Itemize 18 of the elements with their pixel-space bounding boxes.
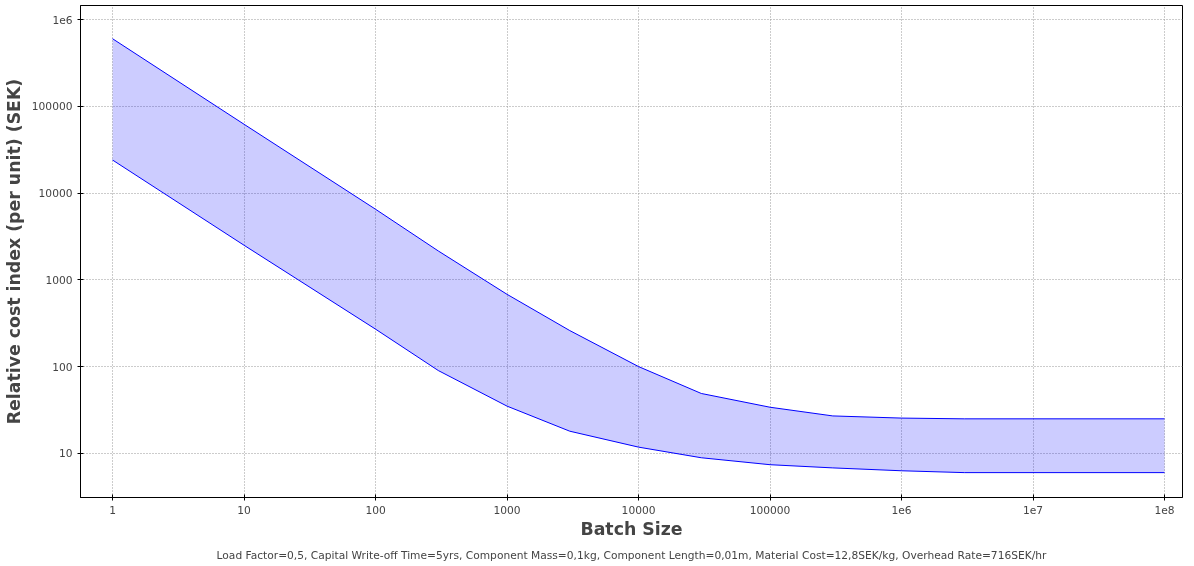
y-tick-label: 1000	[45, 273, 73, 287]
y-axis-title: Relative cost index (per unit) (SEK)	[3, 78, 24, 425]
x-tick-label: 1	[109, 503, 116, 517]
y-tick-label: 100000	[31, 100, 73, 114]
x-tick-label: 100	[365, 503, 386, 517]
text: Load Factor=0,5, Capital Write-off Time=5yrs, Component Mass=0,1kg, Component Length=0,01m, Material Cost=12,8SEK/kg, Overhead Rate=716SEK/hr	[216, 548, 1048, 562]
x-tick-label: 10000	[621, 503, 656, 517]
x-tick-label: 1e6	[891, 503, 912, 517]
x-tick-label: 100000	[749, 503, 791, 517]
y-tick-label: 1e6	[52, 13, 73, 27]
x-tick-label: 1e7	[1022, 503, 1044, 517]
y-tick-label: 10	[58, 447, 73, 461]
x-tick-label: 10	[237, 503, 252, 517]
x-tick-label: 1e8	[1154, 503, 1175, 517]
x-tick-label: 1000	[493, 503, 521, 517]
x-axis-title: Batch Size	[580, 518, 683, 539]
y-tick-label: 100	[52, 360, 73, 374]
y-tick-label: 10000	[38, 187, 73, 201]
